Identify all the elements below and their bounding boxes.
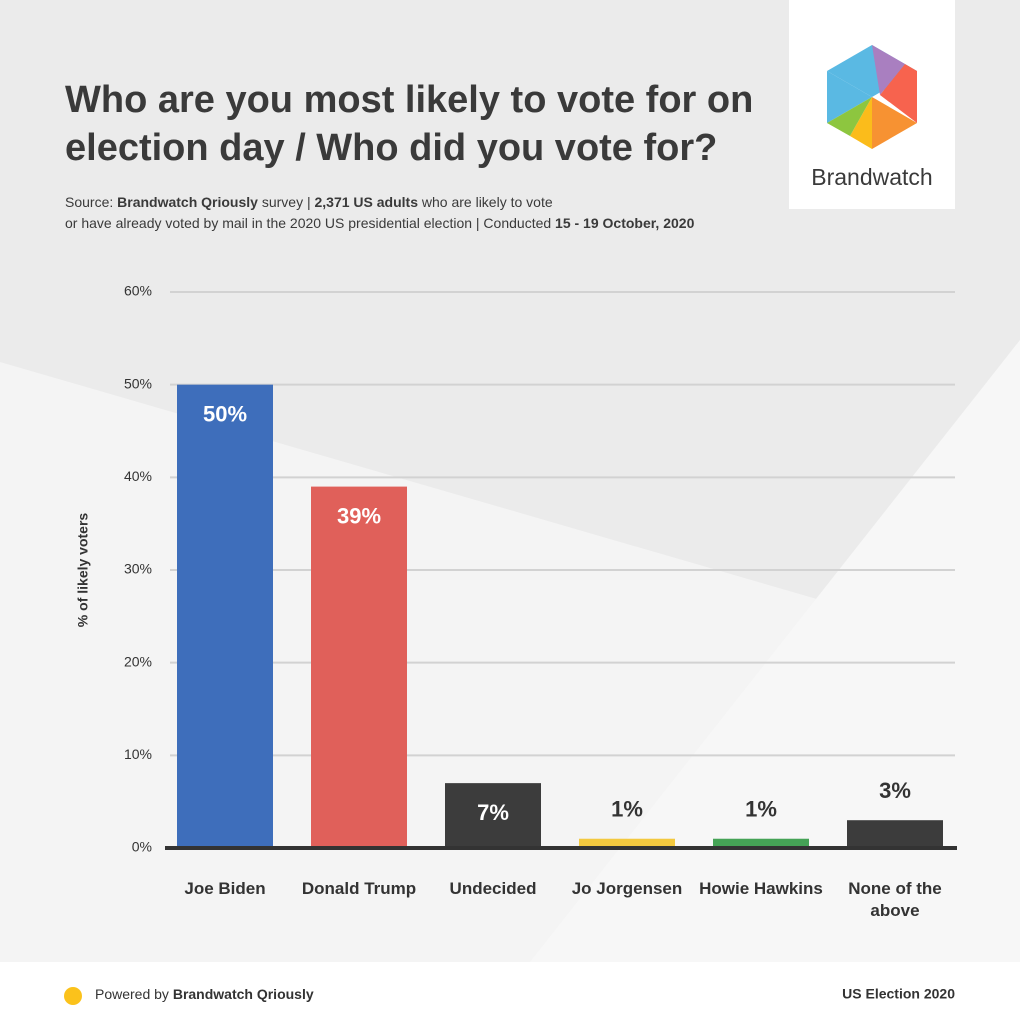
- value-label: 3%: [879, 778, 911, 803]
- text-run: Brandwatch Qriously: [117, 194, 258, 210]
- x-tick-label: None of the above: [848, 879, 942, 920]
- bar: [311, 486, 407, 848]
- text-run: Source:: [65, 194, 118, 210]
- text-run: Brandwatch Qriously: [172, 986, 314, 1002]
- y-tick-label: 10%: [124, 746, 152, 762]
- text-run: or have already voted by mail in the 202…: [65, 215, 556, 231]
- text-run: 2,371 US adults: [314, 194, 419, 210]
- bar: [847, 820, 943, 848]
- bar: [177, 384, 273, 848]
- y-tick-label: 40%: [124, 468, 152, 484]
- value-label: 1%: [745, 797, 777, 822]
- value-label: 1%: [611, 797, 643, 822]
- value-label: 39%: [337, 503, 381, 528]
- y-tick-label: 20%: [124, 653, 152, 669]
- y-tick-label: 50%: [124, 375, 152, 391]
- y-tick-label: 60%: [124, 283, 152, 299]
- bar: [579, 838, 675, 848]
- bar: [445, 783, 541, 848]
- text-run: survey |: [257, 194, 315, 210]
- x-tick-label: Howie Hawkins: [699, 879, 823, 898]
- x-tick-label: Donald Trump: [301, 879, 417, 898]
- footer-dot: [64, 987, 82, 1005]
- footer-right: US Election 2020: [842, 986, 955, 1002]
- bar: [713, 838, 809, 848]
- chart-title: Who are you most likely to vote for on e…: [65, 79, 754, 169]
- subtitle-line: Source: Brandwatch Qriously survey | 2,3…: [65, 192, 694, 213]
- x-tick-label: Joe Biden: [184, 879, 266, 898]
- background-shape: [530, 340, 1020, 962]
- value-label: 50%: [203, 401, 247, 426]
- text-run: Powered by: [95, 986, 173, 1002]
- y-tick-label: 30%: [124, 561, 152, 577]
- text-run: 15 - 19 October, 2020: [555, 215, 695, 231]
- logo-mark: [827, 45, 917, 149]
- subtitle: Source: Brandwatch Qriously survey | 2,3…: [65, 192, 694, 234]
- footer-band: [0, 962, 1020, 1029]
- text-run: who are likely to vote: [418, 194, 553, 210]
- x-tick-label: Jo Jorgensen: [571, 879, 683, 898]
- x-tick-label: Undecided: [449, 879, 537, 898]
- logo-text: Brandwatch: [811, 164, 932, 190]
- y-axis-label: % of likely voters: [75, 513, 91, 628]
- value-label: 7%: [477, 800, 509, 825]
- subtitle-line: or have already voted by mail in the 202…: [65, 213, 694, 234]
- footer-left: Powered by Brandwatch Qriously: [95, 986, 314, 1002]
- y-tick-label: 0%: [132, 839, 152, 855]
